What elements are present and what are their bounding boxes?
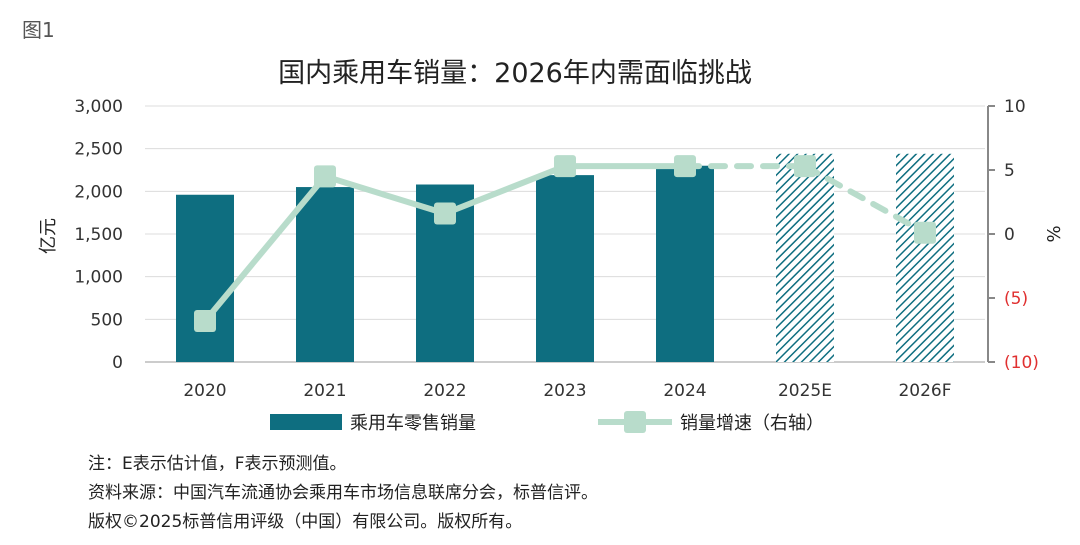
note-copyright: 版权©2025标普信用评级（中国）有限公司。版权所有。 (88, 512, 523, 532)
chart-title: 国内乘用车销量：2026年内需面临挑战 (278, 58, 752, 89)
bar-2023 (536, 175, 594, 362)
growth-point-2024 (674, 155, 696, 178)
y-tick-label: 2,000 (74, 182, 123, 202)
bar-2021 (296, 187, 354, 362)
y-tick-label: 500 (91, 310, 123, 330)
x-tick-label: 2021 (303, 381, 346, 401)
growth-line-segment (802, 163, 928, 236)
y-tick-label: 1,000 (74, 268, 123, 288)
growth-point-2022 (434, 202, 456, 225)
growth-line-segment (202, 173, 328, 325)
y-tick-label: 3,000 (74, 97, 123, 117)
y-axis-label: 亿元 (38, 218, 59, 254)
legend-line-marker (624, 411, 646, 433)
growth-point-2026f (914, 221, 936, 244)
y2-axis-label: % (1044, 225, 1065, 242)
x-tick-label: 2023 (543, 381, 586, 401)
growth-line-segment (322, 173, 448, 217)
y2-tick-label: 0 (1004, 225, 1015, 245)
y2-tick-label: (5) (1004, 289, 1028, 309)
x-tick-label: 2026F (898, 381, 951, 401)
chart-notes: 注：E表示估计值，F表示预测值。 资料来源：中国汽车流通协会乘用车市场信息联席分… (88, 450, 598, 537)
bar-2020 (176, 194, 234, 362)
growth-point-2020 (194, 310, 216, 333)
y-tick-label: 2,500 (74, 140, 123, 160)
legend-bar-swatch (270, 414, 342, 430)
x-tick-label: 2025E (778, 381, 832, 401)
x-tick-label: 2020 (183, 381, 226, 401)
legend-bar-label: 乘用车零售销量 (350, 413, 476, 434)
note-source: 资料来源：中国汽车流通协会乘用车市场信息联席分会，标普信评。 (88, 483, 598, 503)
growth-line-segment (442, 163, 568, 217)
growth-point-2025e (794, 155, 816, 178)
growth-point-2021 (314, 165, 336, 188)
growth-point-2023 (554, 155, 576, 178)
note-estimate: 注：E表示估计值，F表示预测值。 (88, 454, 347, 474)
chart: 国内乘用车销量：2026年内需面临挑战 3,000 2,500 2,000 1,500… (38, 58, 1065, 434)
y2-tick-label: (10) (1004, 353, 1039, 373)
x-tick-label: 2022 (423, 381, 466, 401)
bar-2026f (896, 153, 954, 362)
bar-2025e (776, 153, 834, 362)
y-tick-label: 1,500 (74, 225, 123, 245)
y-tick-label: 0 (112, 353, 123, 373)
x-tick-label: 2024 (663, 381, 706, 401)
figure-label: 图1 (22, 18, 55, 42)
y2-tick-label: 10 (1004, 97, 1026, 117)
y2-tick-label: 5 (1004, 161, 1015, 181)
bar-2024 (656, 165, 714, 362)
legend-line-label: 销量增速（右轴） (680, 413, 824, 434)
